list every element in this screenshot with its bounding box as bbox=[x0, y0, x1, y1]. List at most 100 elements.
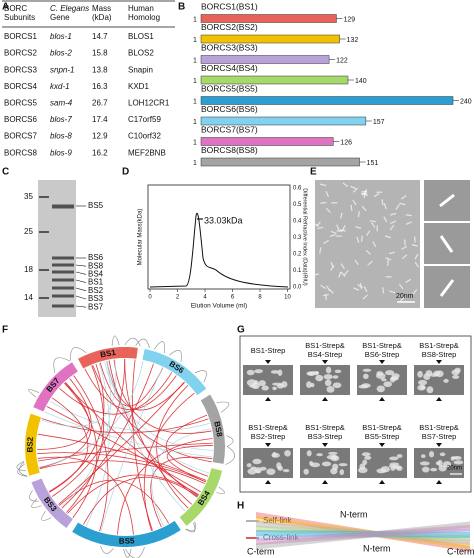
marker-arrow bbox=[379, 443, 385, 447]
particle bbox=[439, 193, 455, 208]
density bbox=[364, 455, 372, 460]
chromosome-arc bbox=[179, 468, 223, 526]
cell-label: BS7-Strep bbox=[422, 432, 457, 441]
self-link bbox=[41, 510, 52, 521]
particle bbox=[371, 222, 376, 228]
start-residue: 1 bbox=[193, 78, 197, 85]
end-residue: 129 bbox=[343, 16, 355, 23]
particle bbox=[330, 230, 337, 234]
particle bbox=[340, 271, 346, 277]
particle bbox=[381, 199, 384, 206]
y2-tick-label: 0.1 bbox=[293, 268, 302, 274]
density bbox=[375, 372, 386, 379]
cross-link bbox=[44, 411, 213, 458]
table-cell: KXD1 bbox=[128, 82, 149, 91]
density bbox=[332, 454, 338, 461]
segment-label: BS8 bbox=[212, 420, 224, 438]
cell-label: BS1-Strep& bbox=[362, 341, 402, 350]
start-residue: 1 bbox=[193, 37, 197, 44]
helix bbox=[256, 512, 470, 552]
cell-label: BS1-Strep& bbox=[362, 423, 402, 432]
band-label: BS5 bbox=[88, 201, 104, 210]
cross-link bbox=[106, 360, 210, 474]
density bbox=[246, 379, 257, 387]
pointer bbox=[75, 295, 87, 300]
density bbox=[453, 460, 464, 465]
density bbox=[453, 456, 462, 460]
particle bbox=[357, 211, 361, 218]
terminus-label: N-term bbox=[363, 543, 391, 553]
panel-letter: D bbox=[122, 167, 129, 178]
panel-letter: A bbox=[2, 2, 9, 13]
x-tick-label: 2 bbox=[176, 295, 180, 301]
particle bbox=[354, 259, 359, 266]
band-label: BS1 bbox=[88, 278, 104, 287]
chromosome-arc bbox=[142, 348, 207, 396]
band-label: BS4 bbox=[88, 270, 104, 279]
cross-link bbox=[41, 359, 117, 427]
particle bbox=[359, 282, 363, 289]
particle bbox=[389, 224, 395, 231]
cross-link bbox=[61, 363, 154, 509]
marker-label: 18 bbox=[24, 265, 33, 274]
self-link bbox=[17, 464, 28, 477]
table-cell: C10orf32 bbox=[128, 132, 161, 141]
gel bbox=[38, 180, 76, 317]
cell-label: BS4-Strep bbox=[308, 350, 343, 359]
density bbox=[358, 384, 369, 389]
legend-label: Cross-link bbox=[263, 533, 300, 542]
density bbox=[383, 381, 392, 388]
particle bbox=[383, 216, 388, 223]
y2-tick-label: 0.2 bbox=[293, 252, 302, 258]
segment-label: BS5 bbox=[119, 536, 135, 545]
particle bbox=[353, 287, 360, 291]
terminus-label: C-term bbox=[247, 546, 275, 556]
particle bbox=[439, 235, 454, 253]
particle bbox=[350, 204, 353, 211]
self-link bbox=[135, 338, 150, 349]
particle bbox=[356, 236, 360, 243]
particle bbox=[412, 289, 418, 295]
particle bbox=[361, 235, 363, 242]
self-link bbox=[53, 357, 71, 373]
density bbox=[389, 456, 399, 461]
cell-label: BS1-Strep& bbox=[305, 423, 345, 432]
particle bbox=[367, 260, 373, 266]
helix bbox=[256, 528, 470, 541]
particle bbox=[390, 220, 397, 225]
annotation: 33.03kDa bbox=[204, 215, 243, 225]
chromosome-arc bbox=[72, 520, 181, 547]
cell-label: BS2-Strep bbox=[251, 432, 286, 441]
terminus-label: N-term bbox=[340, 509, 368, 519]
marker-band bbox=[39, 269, 49, 271]
self-link bbox=[154, 341, 166, 353]
density bbox=[376, 385, 385, 393]
band-label: BS3 bbox=[88, 294, 104, 303]
protein-name: BORCS7(BS7) bbox=[201, 124, 258, 134]
particle bbox=[366, 230, 371, 236]
density bbox=[254, 369, 263, 374]
particle bbox=[401, 245, 408, 250]
cross-link bbox=[37, 433, 207, 481]
panel-letter: F bbox=[2, 325, 8, 336]
density bbox=[282, 468, 290, 473]
marker-label: 35 bbox=[24, 192, 33, 201]
cell-label: BS8-Strep bbox=[422, 350, 457, 359]
particle bbox=[340, 263, 345, 269]
helix bbox=[256, 521, 470, 550]
marker-band bbox=[39, 297, 49, 299]
column-header: Mass bbox=[92, 4, 111, 13]
density bbox=[420, 385, 426, 390]
band-label: BS7 bbox=[88, 302, 104, 311]
particle bbox=[382, 287, 385, 294]
protein-name: BORCS6(BS6) bbox=[201, 104, 258, 114]
marker-arrow bbox=[436, 480, 442, 484]
column-header: Homolog bbox=[128, 13, 160, 22]
density bbox=[276, 383, 284, 389]
density bbox=[362, 368, 372, 372]
table-cell: BORCS4 bbox=[4, 82, 37, 91]
self-link bbox=[225, 445, 235, 465]
negative-stain-image bbox=[300, 365, 350, 395]
density bbox=[255, 469, 260, 474]
chromatogram bbox=[149, 212, 289, 288]
